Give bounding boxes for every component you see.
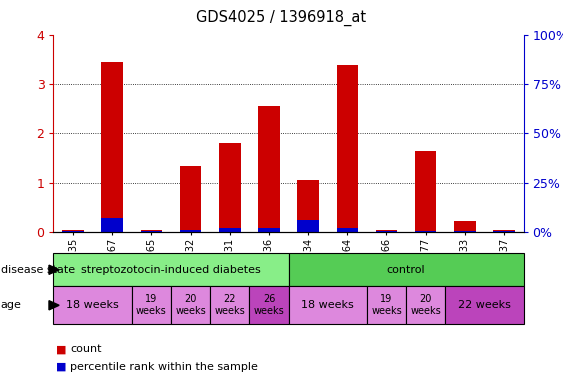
Text: count: count xyxy=(70,344,102,354)
Bar xyxy=(180,166,202,232)
Bar xyxy=(337,65,358,232)
Text: age: age xyxy=(1,300,21,310)
Bar xyxy=(493,230,515,232)
Bar xyxy=(297,180,319,232)
Text: ■: ■ xyxy=(56,362,67,372)
Bar xyxy=(258,106,280,232)
Bar xyxy=(62,230,84,232)
Text: streptozotocin-induced diabetes: streptozotocin-induced diabetes xyxy=(81,265,261,275)
Bar xyxy=(415,151,436,232)
Text: ■: ■ xyxy=(56,344,67,354)
Bar xyxy=(141,231,162,232)
Text: 18 weeks: 18 weeks xyxy=(301,300,354,310)
Text: control: control xyxy=(387,265,426,275)
Bar xyxy=(454,222,476,232)
Text: 26
weeks: 26 weeks xyxy=(253,295,284,316)
Bar xyxy=(493,231,515,232)
Text: 20
weeks: 20 weeks xyxy=(410,295,441,316)
Text: 18 weeks: 18 weeks xyxy=(66,300,119,310)
Bar xyxy=(101,62,123,232)
Bar xyxy=(376,231,397,232)
Bar xyxy=(62,231,84,232)
Text: GDS4025 / 1396918_at: GDS4025 / 1396918_at xyxy=(196,10,367,26)
Bar xyxy=(258,228,280,232)
Text: 22
weeks: 22 weeks xyxy=(215,295,245,316)
Bar xyxy=(376,230,397,232)
Bar xyxy=(415,231,436,232)
Bar xyxy=(219,143,240,232)
Bar xyxy=(180,230,202,232)
Text: 22 weeks: 22 weeks xyxy=(458,300,511,310)
Bar xyxy=(141,230,162,232)
Bar xyxy=(297,220,319,232)
Text: percentile rank within the sample: percentile rank within the sample xyxy=(70,362,258,372)
Text: disease state: disease state xyxy=(1,265,75,275)
Text: 19
weeks: 19 weeks xyxy=(371,295,402,316)
Bar xyxy=(219,228,240,232)
Bar xyxy=(454,231,476,232)
Bar xyxy=(337,228,358,232)
Bar xyxy=(101,218,123,232)
Text: 19
weeks: 19 weeks xyxy=(136,295,167,316)
Text: 20
weeks: 20 weeks xyxy=(175,295,206,316)
